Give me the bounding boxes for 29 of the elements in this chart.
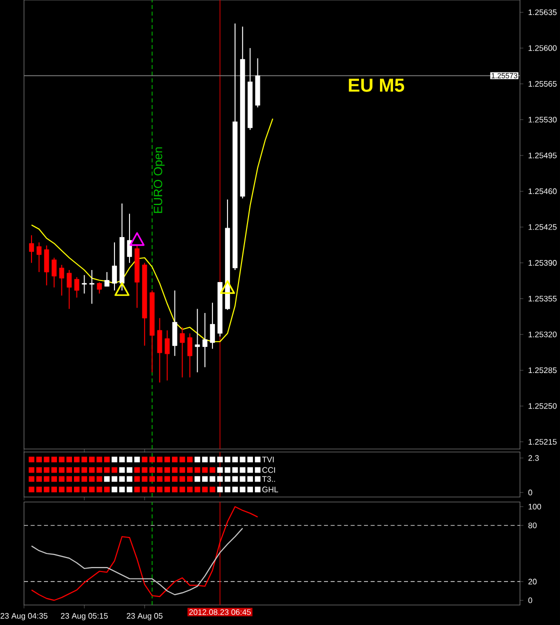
y-tick-label: 1.25495	[528, 152, 557, 158]
ref-line-label: 2012.08.23 06:45	[189, 609, 251, 615]
y-tick-label: 1.25565	[528, 81, 557, 87]
ref-line-label: EURO Open	[154, 147, 165, 213]
y-tick-label: 2.3	[528, 455, 539, 461]
y-tick-label: 1.25215	[528, 439, 557, 445]
y-tick-label: 1.25635	[528, 9, 557, 16]
x-tick-label: 23 Aug 05:15	[60, 613, 108, 620]
y-tick-label: 1.25460	[528, 188, 557, 194]
y-tick-label: 20	[528, 578, 537, 584]
series-label: TVI	[262, 456, 274, 462]
y-tick-label: 1.25320	[528, 332, 557, 338]
y-tick-label: 1.25390	[528, 260, 557, 266]
y-tick-label: 1.25425	[528, 224, 557, 230]
x-tick-label: 23 Aug 05	[126, 613, 162, 620]
y-tick-label: 0	[528, 597, 532, 604]
y-tick-label: 0	[528, 490, 532, 496]
series-label: T3..	[262, 476, 275, 482]
y-tick-label: 1.25600	[528, 45, 557, 51]
series-label: CCI	[262, 467, 275, 473]
y-tick-label: 80	[528, 522, 537, 528]
text: EU M5	[348, 78, 404, 92]
y-tick-label: 1.25530	[528, 116, 557, 123]
y-tick-label: 100	[528, 504, 542, 510]
x-tick-label: 23 Aug 04:35	[0, 613, 48, 620]
y-tick-label: 1.25355	[528, 296, 557, 302]
series-label: GHL	[262, 486, 278, 492]
y-tick-label: 1.25250	[528, 403, 557, 409]
y-tick-label: 1.25285	[528, 367, 557, 374]
